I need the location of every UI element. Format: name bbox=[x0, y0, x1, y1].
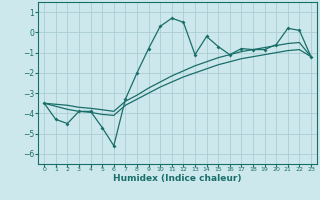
X-axis label: Humidex (Indice chaleur): Humidex (Indice chaleur) bbox=[113, 174, 242, 183]
